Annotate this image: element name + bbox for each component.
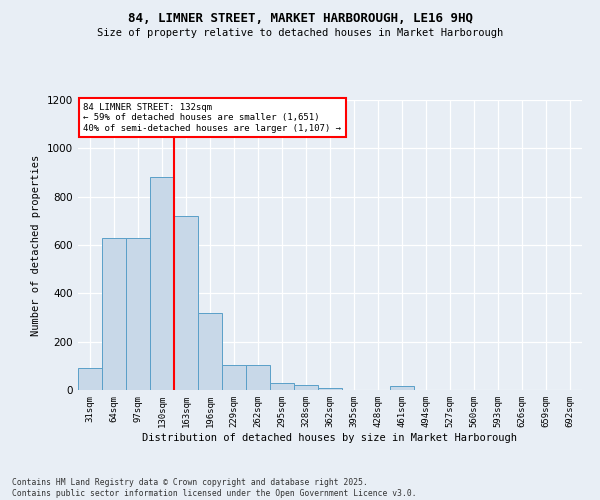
- Bar: [294, 384, 318, 390]
- Text: 84 LIMNER STREET: 132sqm
← 59% of detached houses are smaller (1,651)
40% of sem: 84 LIMNER STREET: 132sqm ← 59% of detach…: [83, 103, 341, 132]
- Y-axis label: Number of detached properties: Number of detached properties: [31, 154, 41, 336]
- Bar: [318, 388, 342, 390]
- Text: Contains HM Land Registry data © Crown copyright and database right 2025.
Contai: Contains HM Land Registry data © Crown c…: [12, 478, 416, 498]
- Bar: [222, 364, 246, 390]
- Bar: [102, 238, 126, 390]
- Bar: [78, 368, 102, 390]
- Bar: [150, 178, 174, 390]
- Text: 84, LIMNER STREET, MARKET HARBOROUGH, LE16 9HQ: 84, LIMNER STREET, MARKET HARBOROUGH, LE…: [128, 12, 473, 26]
- Bar: [390, 386, 414, 390]
- Text: Size of property relative to detached houses in Market Harborough: Size of property relative to detached ho…: [97, 28, 503, 38]
- Bar: [198, 312, 222, 390]
- Bar: [246, 364, 270, 390]
- Bar: [126, 238, 150, 390]
- X-axis label: Distribution of detached houses by size in Market Harborough: Distribution of detached houses by size …: [143, 432, 517, 442]
- Bar: [174, 216, 198, 390]
- Bar: [270, 383, 294, 390]
